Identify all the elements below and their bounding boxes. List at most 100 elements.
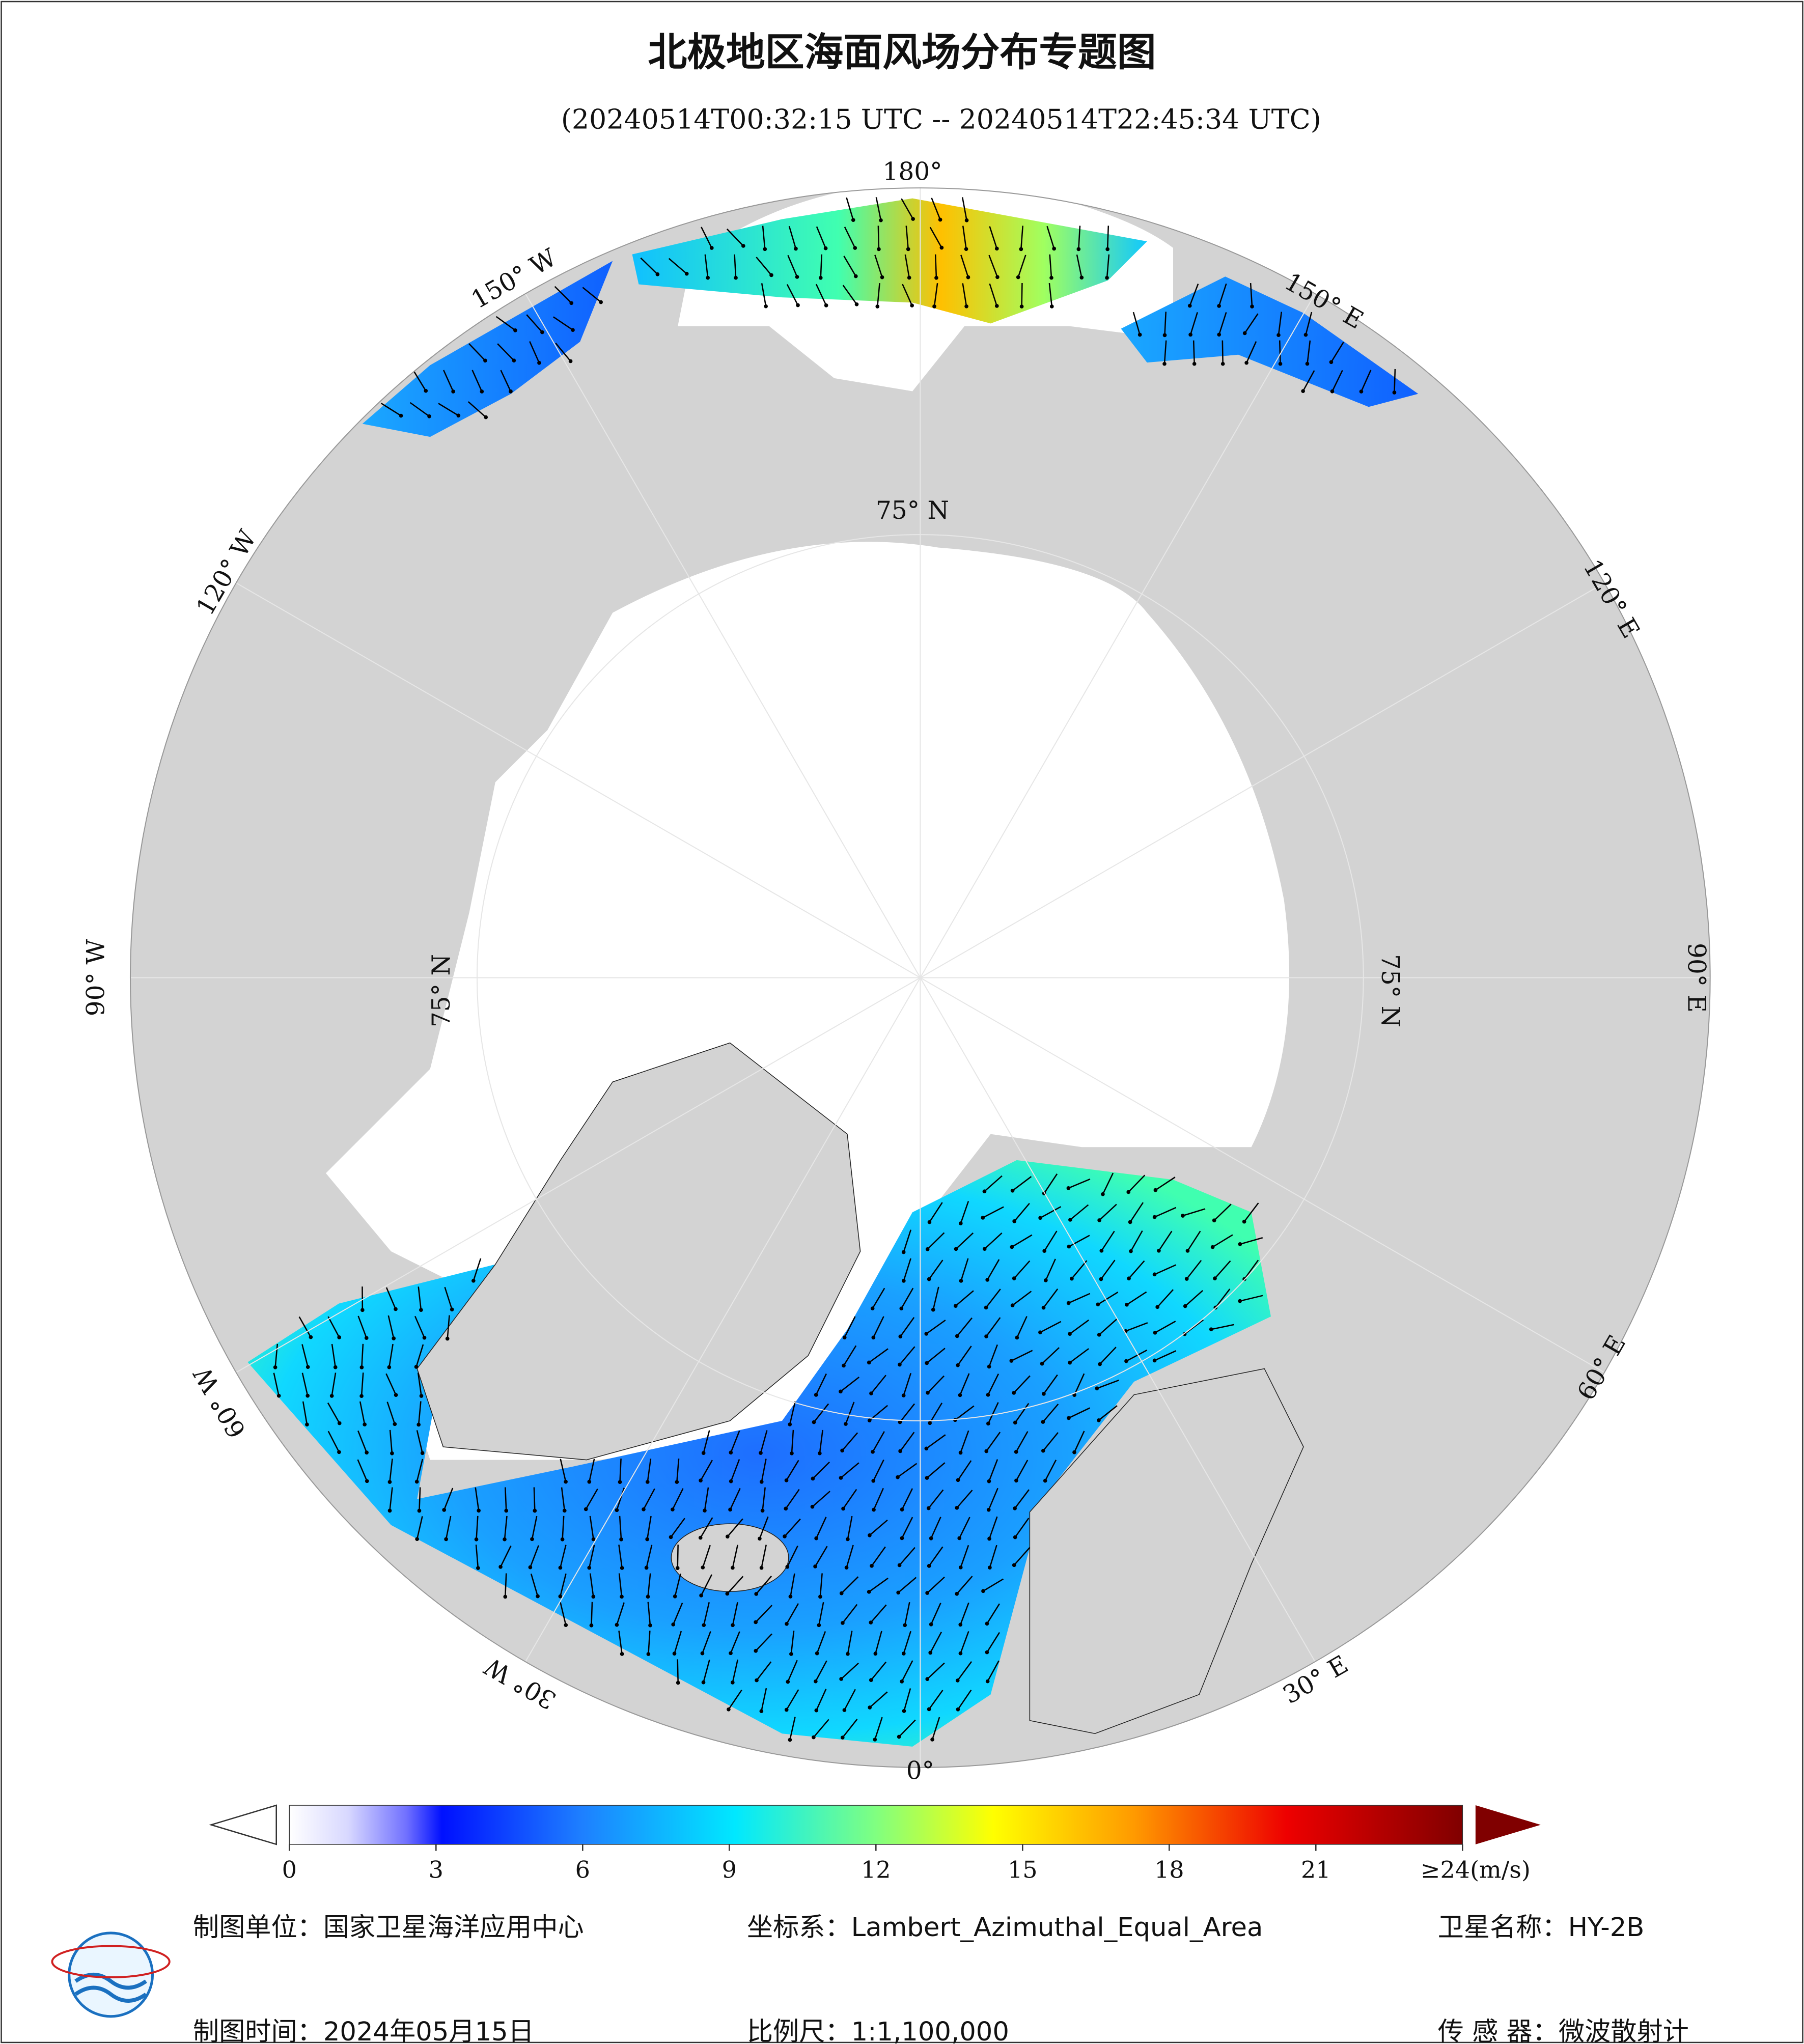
wind-arrow-head bbox=[846, 1537, 850, 1542]
wind-arrow bbox=[727, 1576, 744, 1594]
wind-arrow-head bbox=[1012, 1276, 1016, 1280]
wind-arrow bbox=[1278, 312, 1283, 335]
wind-arrow-head bbox=[954, 1247, 958, 1251]
wind-arrow bbox=[957, 1346, 972, 1366]
wind-arrow bbox=[1128, 1260, 1145, 1279]
wind-arrow bbox=[1243, 1259, 1259, 1280]
wind-arrow-head bbox=[669, 1535, 673, 1539]
wind-arrow bbox=[703, 1659, 710, 1683]
wind-arrow bbox=[816, 226, 826, 249]
wind-arrow-head bbox=[818, 1451, 822, 1455]
wind-arrow bbox=[505, 1487, 507, 1511]
wind-arrow bbox=[1071, 1260, 1088, 1279]
wind-arrow-head bbox=[931, 1307, 935, 1312]
wind-arrow bbox=[960, 1430, 969, 1453]
wind-arrow-head bbox=[1097, 1218, 1101, 1222]
wind-arrow-head bbox=[844, 1422, 848, 1426]
wind-arrow-head bbox=[702, 1623, 706, 1628]
wind-arrow-head bbox=[875, 304, 880, 309]
wind-arrow-head bbox=[387, 1480, 392, 1484]
wind-arrow bbox=[1040, 1321, 1062, 1333]
wind-arrow bbox=[1015, 1460, 1029, 1481]
wind-arrow-head bbox=[929, 1622, 933, 1627]
wind-arrow bbox=[443, 370, 454, 392]
wind-arrow bbox=[385, 1373, 397, 1395]
wind-arrow bbox=[962, 283, 967, 306]
wind-arrow-head bbox=[672, 1651, 677, 1656]
wind-arrow-head bbox=[903, 1623, 907, 1628]
wind-arrow-head bbox=[958, 1622, 963, 1627]
wind-arrow bbox=[1098, 1405, 1118, 1421]
wind-arrow bbox=[413, 370, 427, 391]
wind-arrow-head bbox=[394, 1307, 398, 1311]
wind-arrow-head bbox=[645, 1537, 650, 1542]
wind-arrow bbox=[901, 1660, 913, 1682]
wind-arrow bbox=[960, 1545, 969, 1568]
wind-arrow-head bbox=[896, 1475, 900, 1479]
wind-arrow bbox=[789, 1401, 796, 1425]
wind-arrow-head bbox=[839, 1591, 844, 1595]
wind-arrow bbox=[555, 343, 571, 362]
wind-arrow-head bbox=[927, 1707, 931, 1712]
wind-arrow-head bbox=[789, 1652, 793, 1656]
wind-arrow-head bbox=[701, 1680, 706, 1685]
wind-arrow-head bbox=[981, 1589, 985, 1593]
wind-arrow-head bbox=[1049, 275, 1053, 280]
wind-arrow bbox=[560, 1573, 567, 1597]
wind-arrow-head bbox=[729, 1450, 733, 1455]
wind-arrow-head bbox=[842, 1708, 847, 1712]
wind-arrow bbox=[813, 1719, 829, 1738]
wind-arrow bbox=[1069, 1319, 1090, 1335]
wind-arrow-head bbox=[758, 1536, 762, 1541]
wind-arrow-head bbox=[984, 1305, 988, 1310]
wind-field bbox=[362, 261, 613, 437]
wind-arrow bbox=[438, 403, 459, 416]
wind-arrow-head bbox=[394, 1393, 398, 1397]
wind-arrow-head bbox=[1068, 1218, 1072, 1222]
wind-arrow-head bbox=[925, 1361, 929, 1365]
wind-arrow-head bbox=[769, 273, 773, 277]
wind-arrow bbox=[1042, 1404, 1059, 1422]
wind-arrow bbox=[476, 1516, 479, 1539]
colorbar-tick-label: 12 bbox=[861, 1856, 891, 1884]
wind-arrow bbox=[902, 284, 913, 306]
wind-arrow-head bbox=[1157, 1248, 1161, 1253]
wind-arrow bbox=[842, 1719, 858, 1738]
wind-arrow-head bbox=[1068, 1332, 1072, 1336]
wind-arrow-head bbox=[994, 304, 999, 308]
wind-arrow bbox=[1245, 341, 1257, 363]
wind-arrow bbox=[989, 1545, 997, 1568]
wind-arrow-head bbox=[1301, 389, 1305, 394]
wind-arrow-head bbox=[872, 1507, 876, 1512]
wind-arrow-head bbox=[1068, 1360, 1072, 1365]
wind-arrow bbox=[926, 1348, 946, 1364]
wind-arrow bbox=[957, 1460, 972, 1480]
wind-arrow bbox=[876, 283, 880, 307]
wind-arrow bbox=[988, 1516, 998, 1539]
wind-arrow bbox=[903, 1688, 911, 1712]
wind-arrow-head bbox=[1212, 1218, 1216, 1223]
wind-arrow-head bbox=[417, 1508, 422, 1513]
wind-arrow bbox=[1097, 1292, 1119, 1305]
wind-arrow-head bbox=[760, 1508, 765, 1513]
wind-arrow bbox=[957, 1661, 973, 1681]
wind-arrow-head bbox=[365, 1450, 369, 1455]
wind-arrow-head bbox=[676, 1681, 680, 1685]
wind-arrow-head bbox=[839, 1476, 843, 1480]
wind-arrow bbox=[756, 1576, 772, 1594]
wind-arrow bbox=[643, 1488, 655, 1510]
wind-arrow bbox=[1154, 1207, 1177, 1218]
wind-arrow bbox=[928, 1546, 943, 1566]
wind-arrow-head bbox=[841, 1506, 845, 1511]
wind-arrow bbox=[786, 1689, 799, 1711]
wind-arrow-head bbox=[646, 1594, 650, 1599]
wind-arrow bbox=[273, 1373, 280, 1396]
wind-arrow-head bbox=[1076, 247, 1081, 251]
wind-arrow bbox=[495, 316, 516, 331]
wind-arrow-head bbox=[901, 1250, 906, 1254]
wind-arrow bbox=[1073, 1373, 1085, 1395]
wind-arrow bbox=[986, 1432, 1001, 1452]
wind-arrow-head bbox=[925, 1677, 930, 1681]
wind-arrow bbox=[927, 1662, 945, 1680]
wind-arrow bbox=[875, 1631, 882, 1654]
